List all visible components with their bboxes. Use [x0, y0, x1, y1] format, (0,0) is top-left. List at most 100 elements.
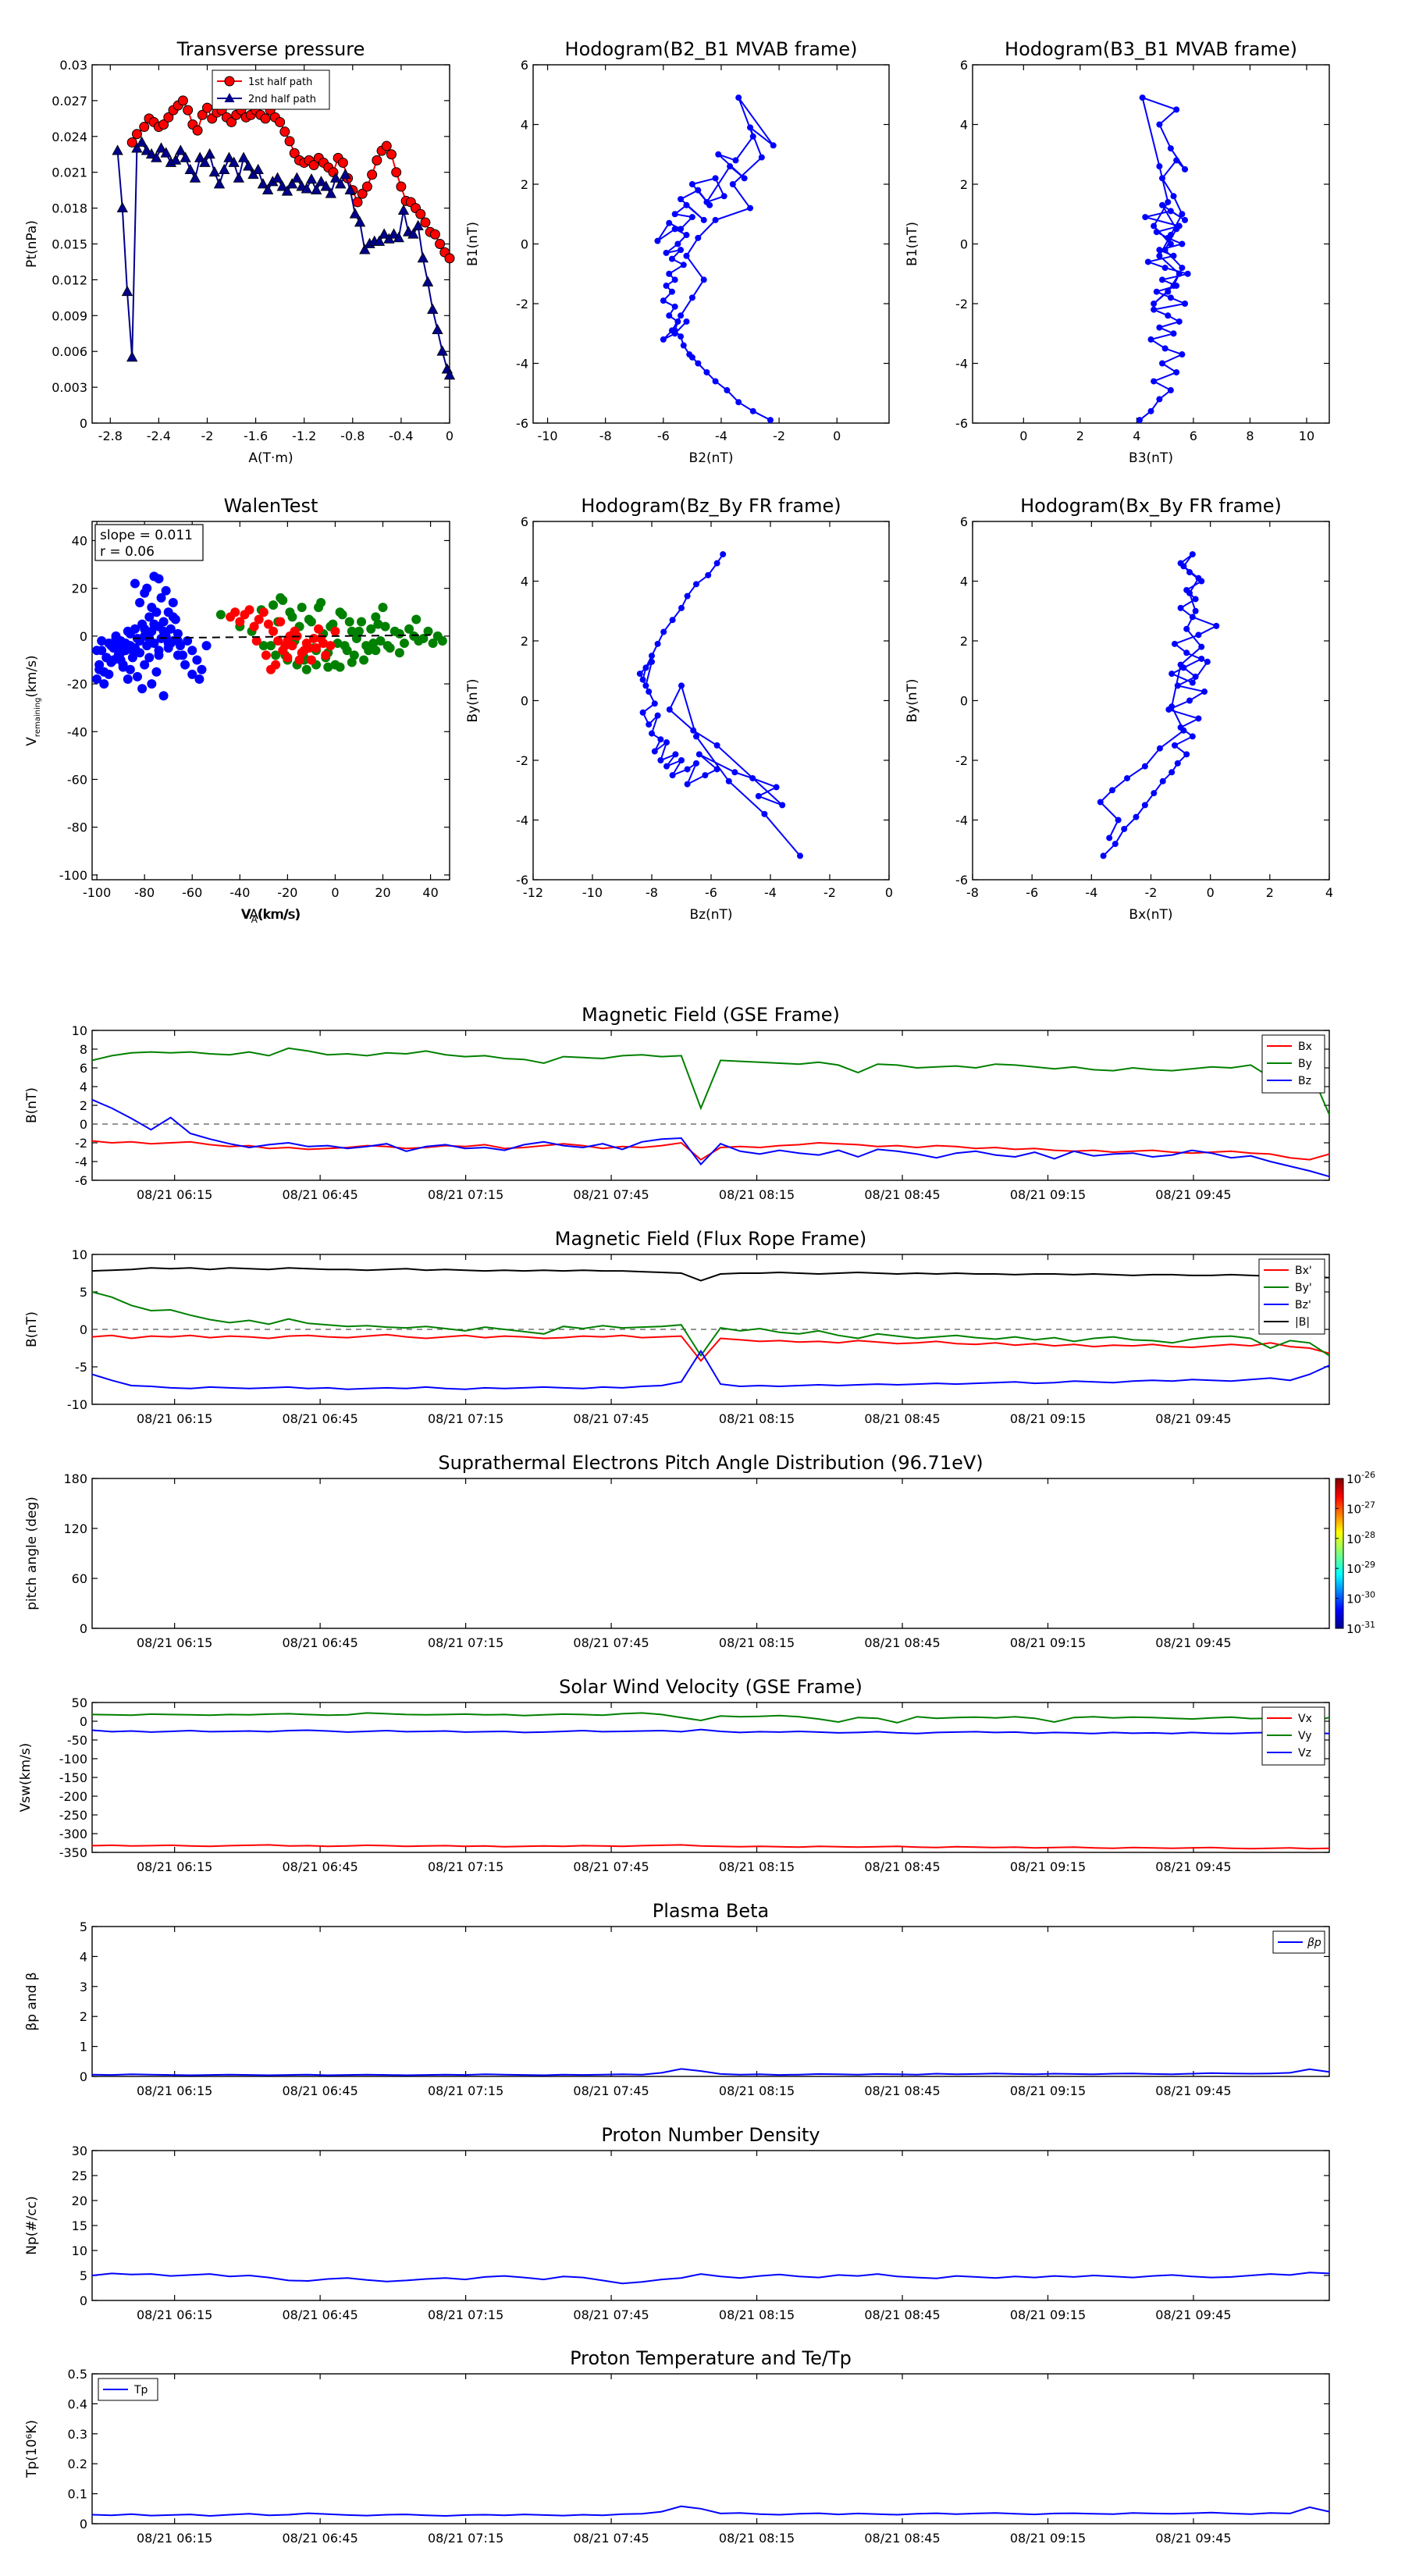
- h1-point: [749, 133, 756, 140]
- h1-point: [680, 262, 687, 269]
- walen-point: [151, 667, 162, 677]
- walen-point: [261, 650, 271, 660]
- h1-point: [700, 276, 707, 283]
- tp-legend-marker-1st: [224, 76, 235, 87]
- tp-point-2nd-half: [237, 151, 250, 162]
- walen-point: [161, 585, 171, 596]
- h3-point: [690, 727, 697, 734]
- walen-point: [251, 636, 261, 646]
- h4-point: [1124, 774, 1131, 781]
- beta-xtick-label: 08/21 07:15: [428, 2083, 503, 2098]
- walen-point: [404, 624, 414, 634]
- h1-point: [668, 288, 675, 295]
- h3-point: [731, 769, 738, 776]
- h3-ytick-label: 0: [521, 694, 528, 709]
- beta-plot-frame: [91, 1926, 1330, 2077]
- h4-point: [1180, 563, 1187, 570]
- vsw-plot-frame: [91, 1702, 1330, 1853]
- mag_fr-ytick-label: -10: [67, 1397, 87, 1412]
- h1-point: [703, 368, 710, 375]
- h3-ytick-label: 2: [521, 634, 528, 649]
- beta-ytick-label: 4: [80, 1949, 87, 1964]
- h1-point: [712, 216, 719, 223]
- chart-h3: Hodogram(Bz_By FR frame) -12 -10 -8 -6 -4 -2 0 B…: [465, 495, 893, 923]
- h1-xtick-label: 0: [833, 429, 841, 443]
- h3-xtick-label: -10: [582, 885, 603, 900]
- h2-point: [1153, 229, 1160, 236]
- tp_temp-ytick-label: 0.4: [68, 2396, 87, 2411]
- h3-xlabel: Bz(nT): [689, 907, 732, 923]
- h2-xtick-label: 4: [1133, 429, 1140, 443]
- h1-ytick-label: 2: [521, 177, 528, 192]
- h4-point: [1189, 614, 1196, 621]
- walen-point: [276, 617, 286, 627]
- h2-point: [1182, 301, 1189, 307]
- mag_fr-legend-label: Bz': [1295, 1299, 1311, 1311]
- h1-point: [671, 303, 678, 310]
- vsw-xtick-label: 08/21 08:15: [719, 1859, 795, 1874]
- walen-xlabel-main: V: [242, 907, 251, 923]
- walen-point: [306, 617, 316, 627]
- h1-point: [735, 399, 742, 406]
- walen-ylabel-sub: remaining: [34, 698, 42, 738]
- tp-point-1st-half: [420, 217, 431, 228]
- vsw-legend-label: Vz: [1298, 1747, 1311, 1759]
- tp-point-1st-half: [163, 112, 174, 123]
- h2-point: [1182, 165, 1189, 173]
- tp-point-1st-half: [444, 253, 455, 264]
- h1-point: [724, 386, 731, 393]
- mag_fr-ytick-label: 0: [80, 1322, 87, 1337]
- pad-colorbar-base: 10: [1346, 1502, 1361, 1516]
- h1-point: [749, 407, 756, 415]
- h2-point: [1167, 386, 1174, 393]
- h3-point: [646, 721, 653, 728]
- tp-ytick-label: 0.009: [52, 308, 87, 323]
- h2-point: [1170, 252, 1177, 259]
- mag_gse-series-line: [91, 1047, 1330, 1115]
- walen-annotation-box: [94, 524, 204, 561]
- h4-ytick-label: -6: [955, 873, 968, 888]
- tp_temp-title: Proton Temperature and Te/Tp: [570, 2347, 852, 2369]
- mag_fr-legend-label: |B|: [1295, 1316, 1310, 1329]
- h3-point: [672, 751, 679, 758]
- walen-ytick-label: 20: [72, 582, 87, 596]
- walen-point: [347, 626, 357, 636]
- h2-point: [1156, 396, 1163, 403]
- walen-point: [325, 641, 336, 651]
- h4-point: [1192, 673, 1199, 680]
- walen-point: [235, 617, 245, 627]
- h4-point: [1112, 841, 1119, 848]
- np-xtick-label: 08/21 06:45: [282, 2307, 357, 2322]
- h4-xtick-label: -4: [1085, 885, 1097, 900]
- tp-point-1st-half: [391, 167, 402, 178]
- tp_temp-ytick-label: 0.3: [68, 2427, 87, 2442]
- tp-point-2nd-half: [344, 183, 356, 195]
- walen-xtick-label: 40: [422, 885, 438, 900]
- walen-point: [140, 624, 150, 634]
- vsw-ytick-label: -100: [59, 1752, 87, 1767]
- walen-point: [137, 684, 148, 694]
- pad-ylabel: pitch angle (deg): [24, 1496, 40, 1610]
- h3-point: [684, 592, 691, 600]
- h3-point: [713, 742, 720, 749]
- tp-point-2nd-half: [194, 151, 206, 162]
- h3-point: [649, 730, 655, 737]
- pad-colorbar-base: 10: [1346, 1532, 1361, 1546]
- h1-point: [680, 342, 687, 349]
- h3-ytick-label: -2: [516, 753, 528, 768]
- h2-point: [1170, 283, 1177, 290]
- h1-point: [688, 214, 695, 221]
- h2-ylabel: B1(nT): [905, 222, 920, 266]
- walen-point: [158, 626, 169, 636]
- tp-point-2nd-half: [378, 228, 390, 239]
- vsw-xtick-label: 08/21 07:45: [573, 1859, 649, 1874]
- tp-point-2nd-half: [151, 151, 162, 162]
- h1-point: [660, 336, 667, 343]
- walen-point: [318, 639, 329, 649]
- walen-point: [297, 603, 307, 613]
- mag_gse-xtick-label: 08/21 06:15: [137, 1187, 212, 1202]
- mag_fr-xtick-label: 08/21 08:45: [864, 1411, 940, 1426]
- h1-point: [683, 318, 690, 325]
- walen-point: [147, 626, 157, 636]
